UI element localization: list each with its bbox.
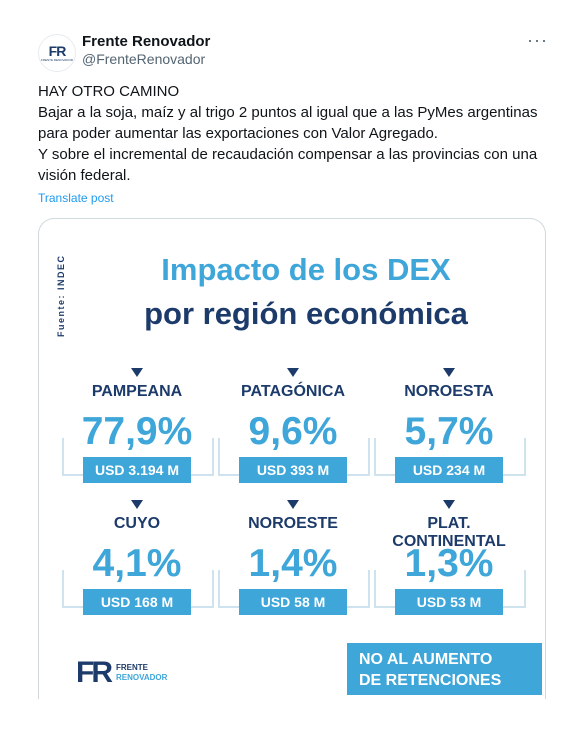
region-percent: 5,7% xyxy=(404,410,494,453)
logo-mark: FR xyxy=(76,656,113,689)
logo-words: FRENTE RENOVADOR xyxy=(116,663,167,683)
region-percent: 4,1% xyxy=(92,542,182,585)
avatar-subtext: FRENTE RENOVADOR xyxy=(41,58,73,62)
post-line: HAY OTRO CAMINO xyxy=(38,83,180,100)
more-options-icon[interactable]: ··· xyxy=(527,30,548,50)
region-patagonica: PATAGÓNICA 9,6% USD 393 M xyxy=(218,368,370,483)
region-name: NOROESTA xyxy=(404,383,494,400)
region-usd: USD 234 M xyxy=(395,457,503,483)
avatar-logo: FR xyxy=(48,43,67,59)
arrow-down-icon xyxy=(131,500,143,509)
infographic-subtitle: por región económica xyxy=(144,296,468,331)
region-name: PATAGÓNICA xyxy=(241,383,345,400)
arrow-down-icon xyxy=(287,500,299,509)
avatar[interactable]: FR FRENTE RENOVADOR xyxy=(38,34,76,72)
author-handle[interactable]: @FrenteRenovador xyxy=(82,51,206,67)
region-usd: USD 393 M xyxy=(239,457,347,483)
arrow-down-icon xyxy=(131,368,143,377)
region-name: CUYO xyxy=(113,515,161,532)
region-noroeste: NOROESTE 1,4% USD 58 M xyxy=(218,500,370,615)
region-usd: USD 53 M xyxy=(395,589,503,615)
cta-line-1: NO AL AUMENTO xyxy=(359,651,493,668)
arrow-down-icon xyxy=(443,368,455,377)
post-line: Y sobre el incremental de recaudación co… xyxy=(38,146,538,184)
region-percent: 9,6% xyxy=(248,410,338,453)
infographic-title: Impacto de los DEX xyxy=(161,252,451,287)
region-name: NOROESTE xyxy=(248,515,338,532)
post-line: Bajar a la soja, maíz y al trigo 2 punto… xyxy=(38,104,538,142)
cta-banner: NO AL AUMENTO DE RETENCIONES xyxy=(347,643,542,695)
region-percent: 1,4% xyxy=(248,542,338,585)
region-usd: USD 58 M xyxy=(239,589,347,615)
logo-word-2: RENOVADOR xyxy=(116,673,168,682)
region-name: PAMPEANA xyxy=(91,383,183,400)
region-pampeana: PAMPEANA 77,9% USD 3.194 M xyxy=(62,368,214,483)
region-usd: USD 168 M xyxy=(83,589,191,615)
translate-post-link[interactable]: Translate post xyxy=(38,191,114,205)
region-noroesta: NOROESTA 5,7% USD 234 M xyxy=(374,368,526,483)
region-percent: 77,9% xyxy=(81,410,193,453)
arrow-down-icon xyxy=(443,500,455,509)
post-text: HAY OTRO CAMINO Bajar a la soja, maíz y … xyxy=(38,81,548,186)
region-usd: USD 3.194 M xyxy=(83,457,191,483)
region-name: PLAT. CONTINENTAL xyxy=(392,515,506,550)
author-name[interactable]: Frente Renovador xyxy=(82,33,211,50)
region-plat-continental: PLAT. CONTINENTAL 1,3% USD 53 M xyxy=(374,500,526,615)
source-label: Fuente: INDEC xyxy=(56,254,66,338)
frente-renovador-logo: FR FRENTE RENOVADOR xyxy=(76,658,167,688)
cta-line-2: DE RETENCIONES xyxy=(359,672,502,689)
region-percent: 1,3% xyxy=(404,542,494,585)
region-cuyo: CUYO 4,1% USD 168 M xyxy=(62,500,214,615)
logo-word-1: FRENTE xyxy=(116,663,148,672)
arrow-down-icon xyxy=(287,368,299,377)
